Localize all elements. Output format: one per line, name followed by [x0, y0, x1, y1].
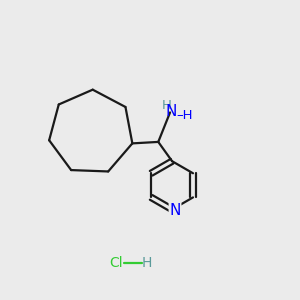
- Text: N: N: [169, 203, 181, 218]
- Text: H: H: [162, 99, 172, 112]
- Text: –H: –H: [176, 109, 192, 122]
- Text: N: N: [166, 104, 177, 119]
- Text: Cl: Cl: [109, 256, 123, 270]
- Text: H: H: [142, 256, 152, 270]
